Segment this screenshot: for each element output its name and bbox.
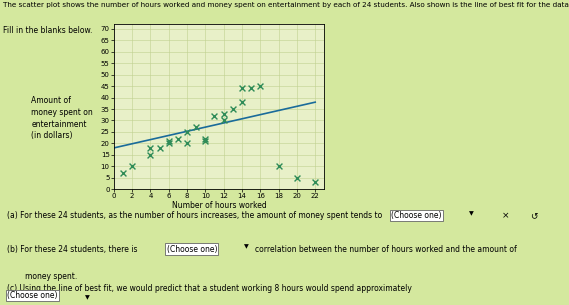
Text: (c) Using the line of best fit, we would predict that a student working 8 hours : (c) Using the line of best fit, we would…: [7, 284, 412, 293]
Point: [127, 164, 137, 169]
Point: [146, 152, 155, 157]
Text: ▼: ▼: [244, 245, 249, 249]
Point: [210, 113, 219, 118]
Text: (a) For these 24 students, as the number of hours increases, the amount of money: (a) For these 24 students, as the number…: [7, 211, 382, 220]
Point: [146, 145, 155, 150]
Text: ▼: ▼: [85, 295, 90, 300]
Point: [201, 138, 210, 144]
Point: [255, 84, 265, 88]
Text: correlation between the number of hours worked and the amount of: correlation between the number of hours …: [255, 245, 517, 253]
Point: [274, 164, 283, 169]
Point: [192, 125, 201, 130]
Text: (Choose one): (Choose one): [167, 245, 217, 253]
Text: ↺: ↺: [530, 211, 537, 220]
Point: [219, 111, 228, 116]
Point: [155, 145, 164, 150]
Text: ▼: ▼: [469, 211, 473, 216]
Text: ×: ×: [502, 211, 510, 220]
Point: [183, 129, 192, 134]
Point: [201, 136, 210, 141]
Point: [164, 138, 174, 144]
Point: [292, 175, 302, 180]
Point: [118, 171, 127, 176]
Point: [228, 106, 237, 111]
Text: money spent.: money spent.: [25, 272, 77, 281]
Text: (Choose one): (Choose one): [7, 291, 58, 300]
Text: Amount of
money spent on
entertainment
(in dollars): Amount of money spent on entertainment (…: [31, 96, 93, 141]
Text: Fill in the blanks below.: Fill in the blanks below.: [3, 26, 92, 35]
Point: [237, 86, 246, 91]
Point: [183, 141, 192, 146]
Point: [164, 141, 174, 146]
Point: [246, 86, 255, 91]
X-axis label: Number of hours worked: Number of hours worked: [172, 201, 266, 210]
Text: (b) For these 24 students, there is: (b) For these 24 students, there is: [7, 245, 138, 253]
Text: The scatter plot shows the number of hours worked and money spent on entertainme: The scatter plot shows the number of hou…: [3, 2, 569, 8]
Point: [237, 100, 246, 105]
Text: (Choose one): (Choose one): [391, 211, 442, 220]
Point: [311, 180, 320, 185]
Point: [174, 136, 183, 141]
Point: [219, 118, 228, 123]
